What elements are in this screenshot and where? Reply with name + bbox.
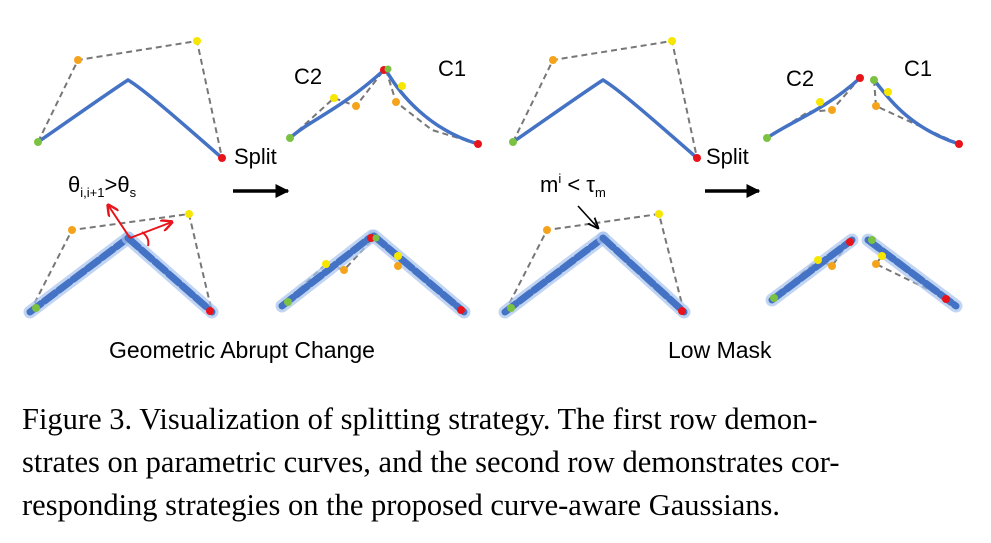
caption-line-1: Figure 3. Visualization of splitting str… — [22, 402, 818, 436]
gaussian-curve-split-2 — [765, 233, 963, 313]
c1-label-1: C1 — [438, 56, 466, 81]
c1-label-2: C1 — [904, 56, 932, 81]
parametric-curve-split-2 — [763, 74, 963, 148]
gaussian-curve-original-1 — [23, 205, 219, 319]
parametric-curve-split-1 — [286, 65, 482, 148]
figure-caption: Figure 3. Visualization of splitting str… — [22, 398, 972, 527]
c2-label-2: C2 — [786, 66, 814, 91]
c2-label-1: C2 — [294, 64, 322, 89]
caption-line-3: responding strategies on the proposed cu… — [22, 488, 781, 522]
theta-condition: θi,i+1>θs — [68, 172, 137, 200]
split-label-2: Split — [706, 144, 749, 169]
gaussian-curve-split-1 — [275, 229, 471, 319]
caption-line-2: strates on parametric curves, and the se… — [22, 445, 840, 479]
parametric-curve-original-2 — [509, 37, 701, 162]
splitting-strategy-figure: C2 C1 C2 C1 Split Split θi,i+1>θs mi < τ… — [23, 37, 963, 363]
split-label-1: Split — [234, 144, 277, 169]
gaussian-curve-original-2 — [498, 205, 691, 319]
mask-condition: mi < τm — [540, 171, 606, 200]
low-mask-label: Low Mask — [668, 337, 772, 363]
geometric-abrupt-change-label: Geometric Abrupt Change — [109, 337, 375, 363]
parametric-curve-original-1 — [34, 37, 226, 162]
